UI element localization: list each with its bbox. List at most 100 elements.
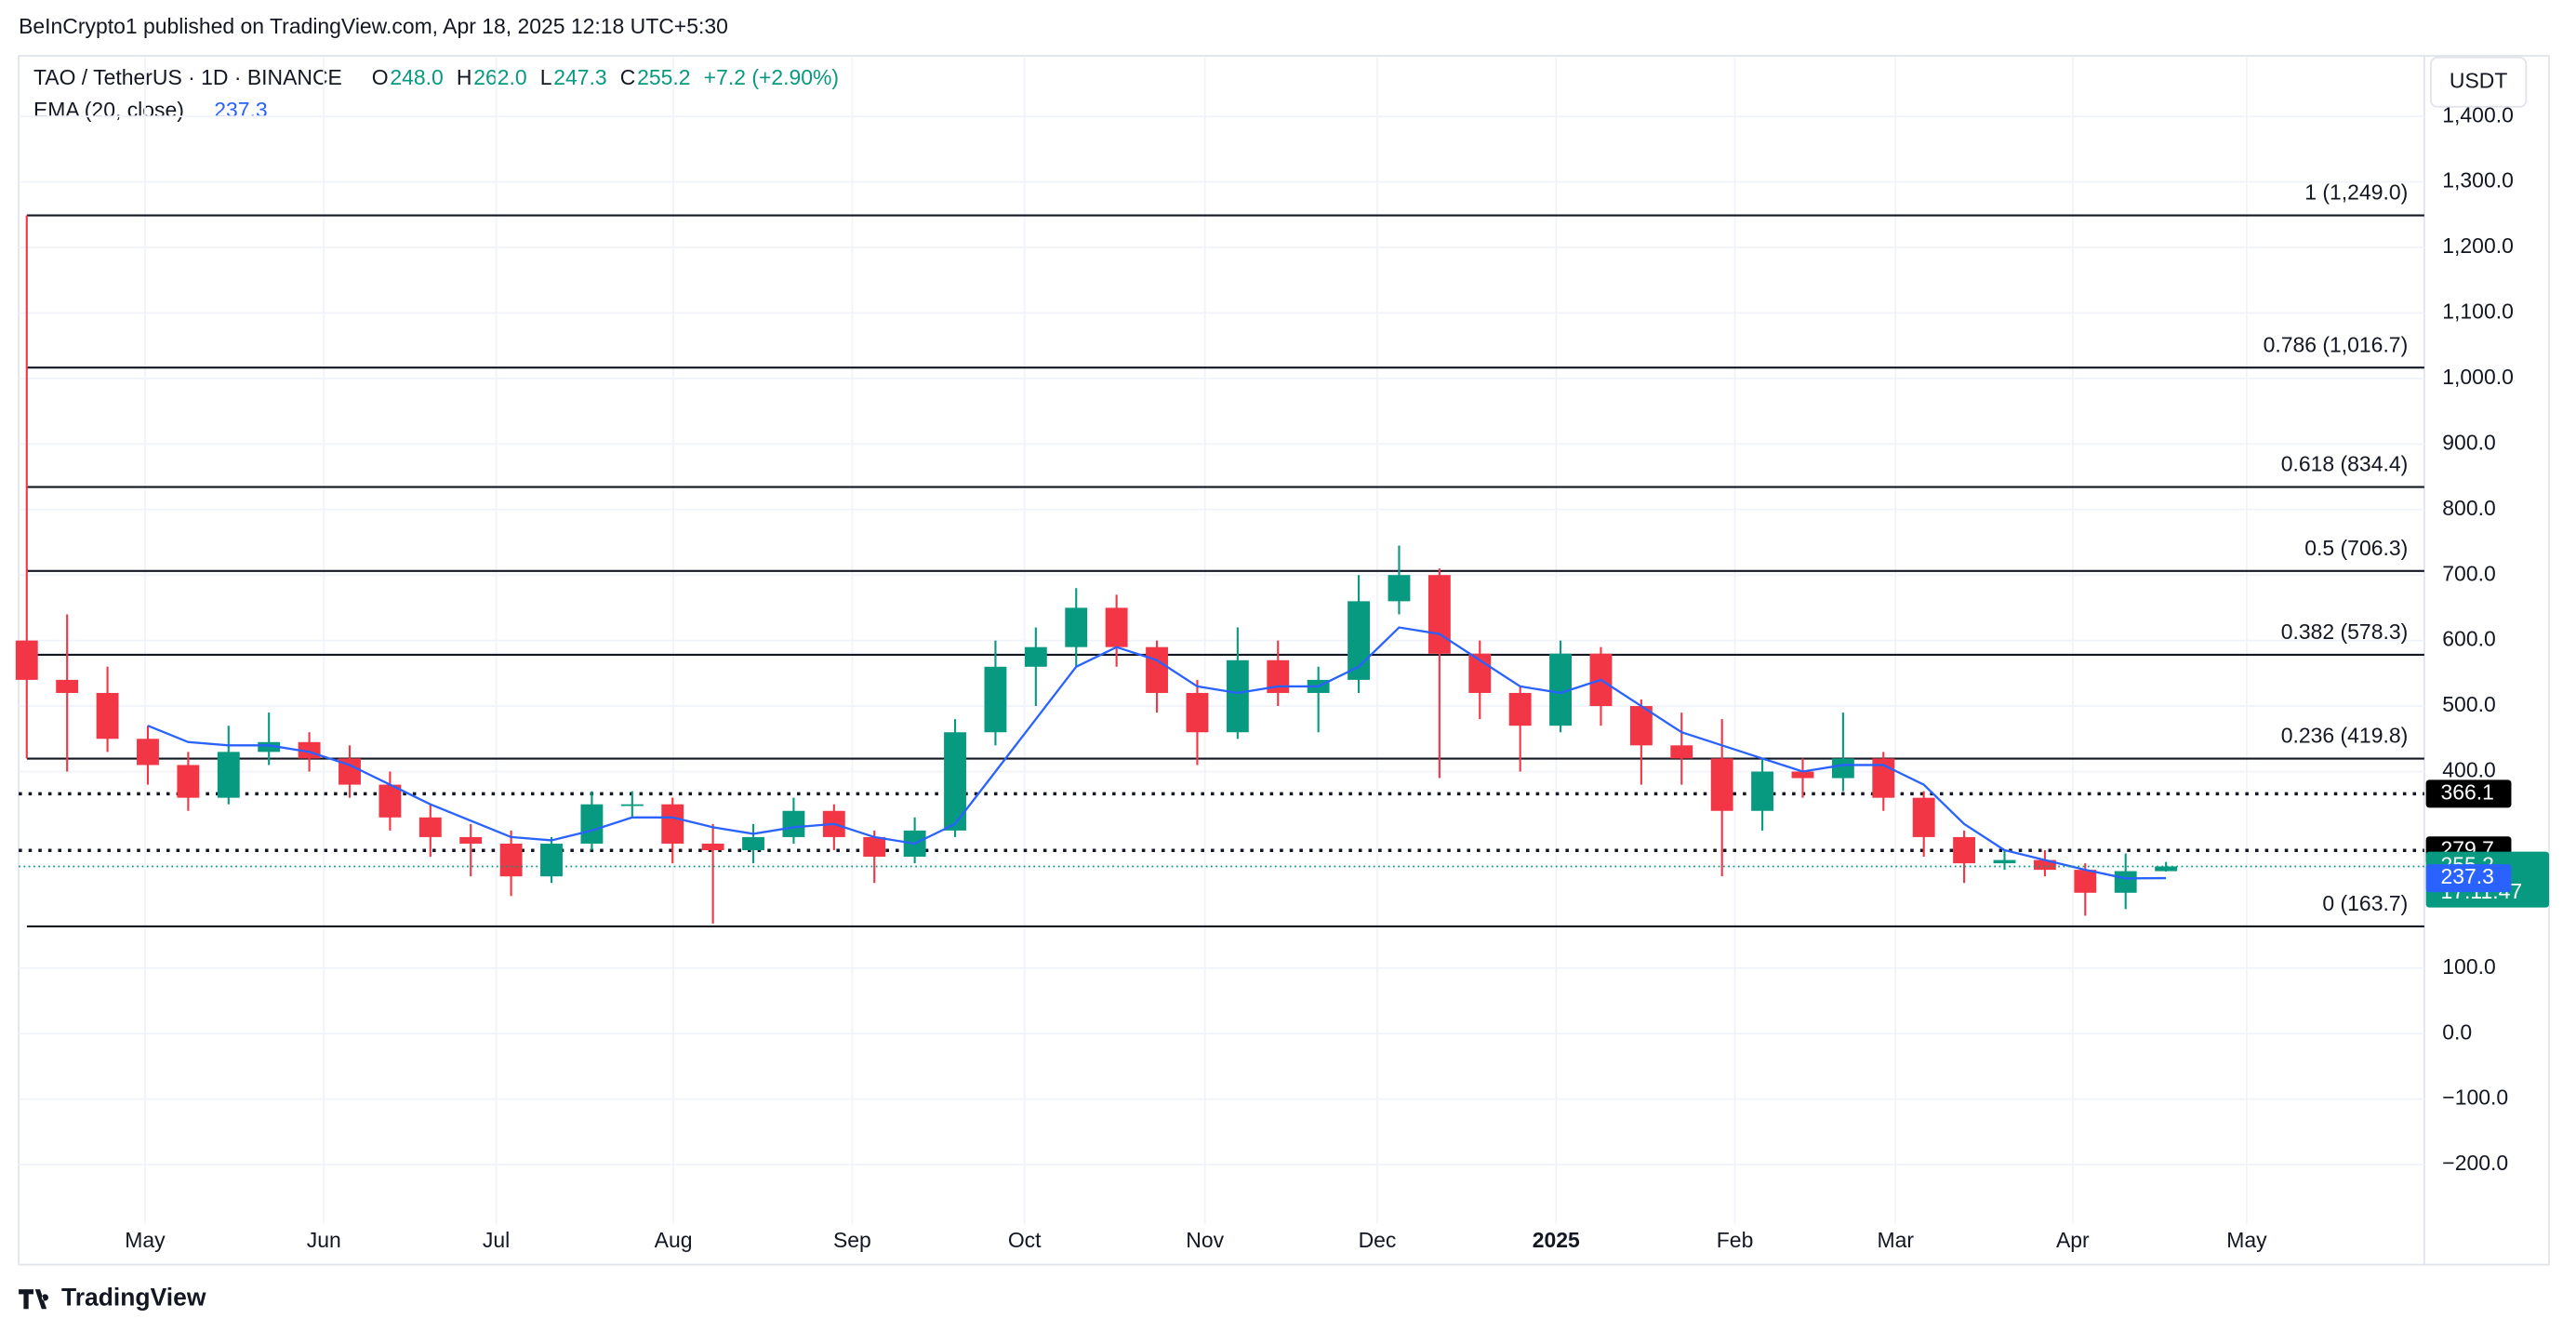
candle-body — [580, 804, 604, 844]
x-tick-label: Sep — [833, 1228, 871, 1252]
x-tick-label: Mar — [1878, 1228, 1915, 1252]
candle-body — [540, 843, 563, 877]
price-tag-label: 366.1 — [2441, 779, 2494, 804]
candle-body — [2033, 859, 2056, 871]
x-tick-label: Nov — [1186, 1228, 1224, 1252]
candle-body — [1226, 659, 1249, 733]
candle-body — [1024, 646, 1047, 667]
x-tick-label: Jul — [483, 1228, 510, 1252]
indicator-value: 237.3 — [214, 98, 267, 122]
x-tick-label: Aug — [655, 1228, 693, 1252]
y-tick-label: 1,200.0 — [2442, 233, 2514, 258]
fib-label: 0.5 (706.3) — [2304, 536, 2408, 560]
change: +7.2 (+2.90%) — [704, 65, 839, 89]
candle-body — [1388, 575, 1411, 602]
fib-label: 1 (1,249.0) — [2304, 180, 2408, 205]
fib-label: 0.618 (834.4) — [2281, 452, 2408, 476]
ohlc-value: 262.0 — [473, 65, 526, 89]
candle-body — [661, 804, 684, 844]
candle-body — [782, 810, 805, 837]
candle-body — [1146, 646, 1168, 693]
candle-body — [1065, 607, 1088, 647]
price-tag — [2425, 864, 2512, 893]
candle-body — [137, 739, 159, 766]
y-tick-label: 1,100.0 — [2442, 300, 2514, 324]
candle-body — [418, 817, 442, 837]
candle-body — [1186, 692, 1209, 733]
y-tick-label: 700.0 — [2442, 561, 2495, 585]
y-tick-label: 100.0 — [2442, 954, 2495, 979]
ema-line — [147, 626, 2167, 880]
candle-body — [742, 836, 764, 851]
candle-body — [56, 679, 79, 693]
ohlc-value: 247.3 — [553, 65, 606, 89]
candle-body — [1831, 758, 1854, 779]
candle-body — [177, 765, 200, 798]
candle-body — [1629, 706, 1653, 746]
candle-body — [1953, 836, 1976, 864]
y-tick-label: −200.0 — [2442, 1151, 2508, 1175]
fib-label: 0 (163.7) — [2322, 891, 2408, 915]
x-tick-label: May — [125, 1228, 166, 1252]
candle-body — [1427, 575, 1451, 654]
candle-body — [1267, 659, 1290, 693]
x-tick-label: Apr — [2056, 1228, 2090, 1252]
fib-label: 0.382 (578.3) — [2281, 619, 2408, 644]
candle-body — [1751, 771, 1774, 811]
candle-body — [258, 741, 281, 753]
candle-body — [459, 836, 483, 844]
candle-body — [378, 784, 402, 818]
candle-body — [2114, 871, 2137, 893]
currency[interactable]: USDT — [2450, 68, 2507, 92]
x-tick-label: Feb — [1717, 1228, 1754, 1252]
ohlc-value: 248.0 — [390, 65, 443, 89]
candle-body — [1508, 692, 1532, 726]
currency-button[interactable] — [2430, 56, 2528, 108]
indicator-name: EMA (20, close) — [33, 98, 184, 122]
y-tick-label: 400.0 — [2442, 758, 2495, 782]
candle-body — [15, 640, 38, 680]
x-tick-label: 2025 — [1533, 1228, 1580, 1252]
candle-body — [1710, 758, 1733, 811]
ohlc-key: H — [457, 65, 472, 89]
y-tick-label: 600.0 — [2442, 627, 2495, 651]
candle-body — [863, 836, 886, 858]
candle-body — [96, 692, 119, 739]
candle-body — [1791, 771, 1814, 779]
y-tick-label: 500.0 — [2442, 692, 2495, 716]
ohlc-key: O — [372, 65, 389, 89]
symbol: TAO / TetherUS · 1D · BINANCE — [33, 65, 342, 89]
candle-body — [1549, 653, 1573, 726]
candle-body — [620, 804, 644, 806]
brand-logo — [19, 1289, 48, 1310]
x-tick-label: Oct — [1008, 1228, 1042, 1252]
y-tick-label: 1,300.0 — [2442, 168, 2514, 193]
price-tag — [2425, 779, 2512, 808]
y-tick-label: 1,000.0 — [2442, 365, 2514, 389]
x-tick-label: Jun — [307, 1228, 341, 1252]
x-tick-label: Dec — [1359, 1228, 1397, 1252]
y-tick-label: 1,400.0 — [2442, 102, 2514, 127]
price-tag-label: 237.3 — [2441, 864, 2494, 888]
ohlc-key: C — [620, 65, 636, 89]
candle-body — [1348, 601, 1370, 680]
candle-body — [339, 758, 361, 785]
x-tick-label: May — [2226, 1228, 2267, 1252]
candle-body — [1105, 607, 1128, 647]
y-tick-label: −100.0 — [2442, 1086, 2508, 1110]
brand-name: TradingView — [61, 1284, 206, 1312]
candle-body — [1670, 745, 1693, 759]
candle-body — [984, 666, 1007, 733]
candle-body — [2155, 866, 2178, 872]
candle-body — [2074, 870, 2097, 893]
candle-body — [944, 732, 966, 831]
published-line: BeInCrypto1 published on TradingView.com… — [19, 14, 728, 38]
y-tick-label: 0.0 — [2442, 1019, 2472, 1044]
fib-label: 0.236 (419.8) — [2281, 724, 2408, 748]
candle-body — [701, 843, 724, 851]
ohlc-value: 255.2 — [637, 65, 690, 89]
candle-body — [1993, 859, 2016, 864]
fib-label: 0.786 (1,016.7) — [2264, 332, 2409, 356]
